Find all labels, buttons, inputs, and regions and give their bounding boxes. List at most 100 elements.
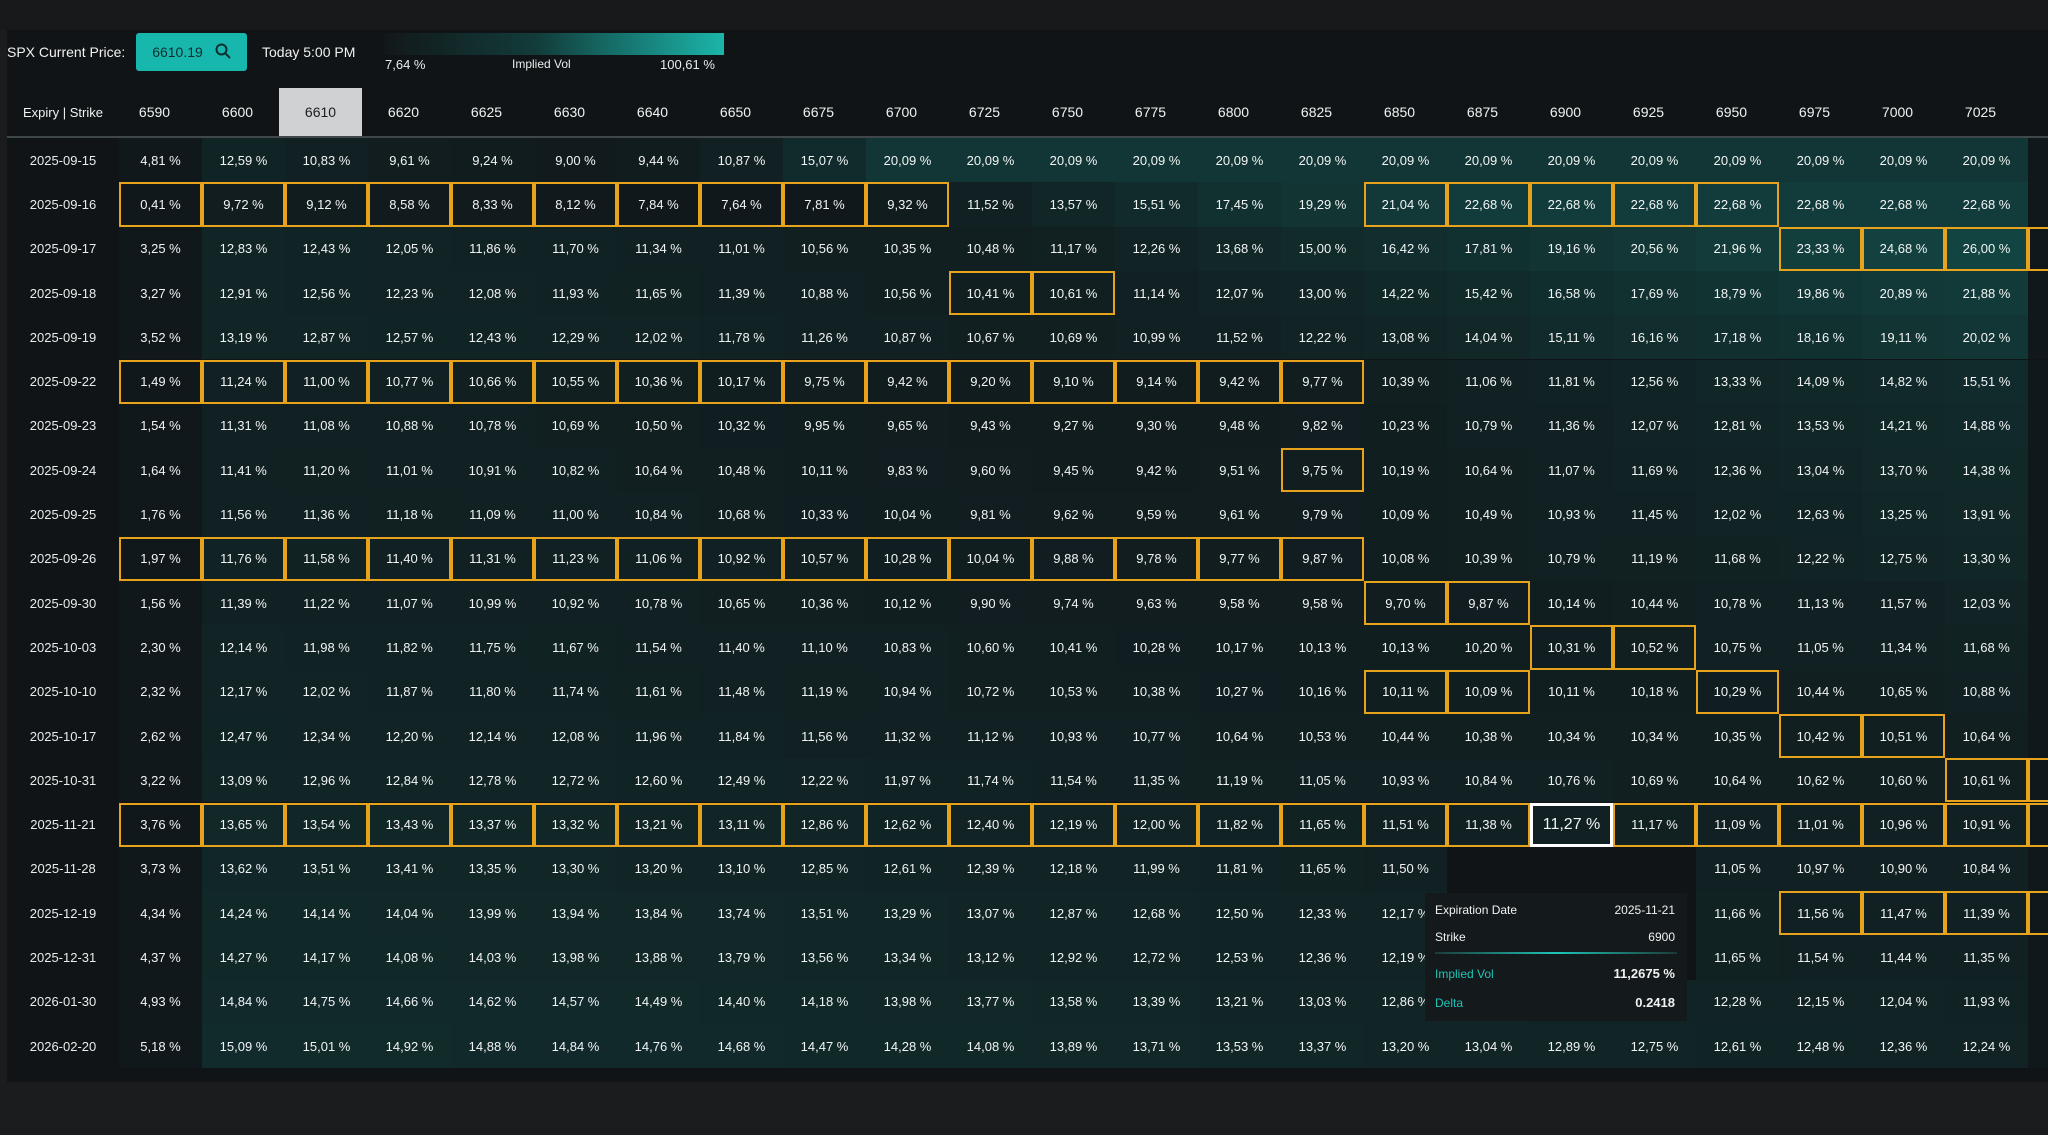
iv-cell[interactable]: 11,75 % [451,625,534,670]
iv-cell[interactable]: 12,02 % [1696,492,1779,537]
iv-cell[interactable]: 11,70 % [534,226,617,271]
iv-cell[interactable]: 9,32 % [866,182,949,227]
iv-cell[interactable]: 12,29 % [534,315,617,360]
iv-cell[interactable]: 12,07 % [1198,270,1281,316]
iv-cell[interactable]: 13,30 % [1945,536,2028,581]
iv-cell[interactable]: 10,75 % [1696,625,1779,670]
iv-cell[interactable]: 9,58 % [1281,581,1364,626]
iv-cell[interactable]: 10,72 % [949,669,1032,714]
iv-cell[interactable]: 13,98 % [866,979,949,1024]
iv-cell[interactable]: 11,39 % [1945,891,2028,936]
iv-cell[interactable]: 13,39 % [1115,979,1198,1024]
iv-cell[interactable]: 2( [2028,226,2048,271]
iv-cell[interactable]: 11,45 % [1613,492,1696,537]
iv-cell[interactable]: 9,42 % [1198,359,1281,404]
iv-cell[interactable]: 11,24 % [202,359,285,404]
iv-cell[interactable]: 10,78 % [617,581,700,626]
strike-header-6630[interactable]: 6630 [553,104,586,120]
iv-cell[interactable]: 13,94 % [534,891,617,936]
iv-cell[interactable]: 10,60 % [1862,758,1945,803]
iv-cell[interactable]: 10,88 % [1945,669,2028,714]
iv-cell[interactable]: 21,96 % [1696,226,1779,271]
iv-cell[interactable]: 12,36 % [1862,1024,1945,1069]
iv-cell[interactable]: 20,09 % [1198,138,1281,183]
iv-cell[interactable]: 12,26 % [1115,226,1198,271]
iv-cell[interactable]: 11,19 % [1613,536,1696,581]
iv-cell[interactable]: 9,59 % [1115,492,1198,537]
iv-cell[interactable]: 10,69 % [1613,758,1696,803]
iv-cell[interactable]: 11,35 % [1115,758,1198,803]
iv-cell[interactable]: 10,44 % [1364,713,1447,759]
iv-cell[interactable]: 9,72 % [202,182,285,227]
strike-header-6725[interactable]: 6725 [968,104,1001,120]
iv-cell[interactable]: 10,84 % [1945,846,2028,892]
iv-cell[interactable]: 11,22 % [285,581,368,626]
iv-cell[interactable]: 10,84 % [1447,758,1530,803]
iv-cell[interactable]: 12,85 % [783,846,866,892]
iv-cell[interactable]: 9,30 % [1115,403,1198,449]
iv-cell[interactable]: 14,04 % [1447,315,1530,360]
iv-cell[interactable]: 12,62 % [866,802,949,847]
iv-cell[interactable]: 19,16 % [1530,226,1613,271]
iv-cell[interactable]: 10,41 % [1032,625,1115,670]
iv-cell[interactable]: 13,20 % [1364,1024,1447,1069]
strike-header-6625[interactable]: 6625 [470,104,503,120]
iv-cell[interactable]: 9,00 % [534,138,617,183]
iv-cell[interactable]: 11,68 % [1696,536,1779,581]
iv-cell[interactable]: 9,83 % [866,448,949,493]
iv-cell[interactable]: 15,11 % [1530,315,1613,360]
iv-cell[interactable]: 10,28 % [1115,625,1198,670]
iv-cell[interactable]: 12,53 % [1198,935,1281,980]
iv-cell[interactable]: 8,58 % [368,182,451,227]
iv-cell[interactable]: 11,01 % [1779,802,1862,847]
iv-cell[interactable]: 10,44 % [1779,669,1862,714]
iv-cell[interactable]: 13,99 % [451,891,534,936]
iv-cell[interactable]: 17,69 % [1613,270,1696,316]
iv-cell[interactable]: 13,11 % [700,802,783,847]
iv-cell[interactable]: 11,98 % [285,625,368,670]
iv-cell[interactable]: 10,76 % [1530,758,1613,803]
iv-cell[interactable]: 14,03 % [451,935,534,980]
iv-cell[interactable]: 1( [2028,359,2048,404]
iv-cell[interactable]: 11,35 % [1945,935,2028,980]
iv-cell[interactable]: 13,10 % [700,846,783,892]
iv-cell[interactable]: 12,84 % [368,758,451,803]
iv-cell[interactable]: 12,24 % [1945,1024,2028,1069]
iv-cell[interactable]: 12,02 % [285,669,368,714]
iv-cell[interactable]: 9,63 % [1115,581,1198,626]
iv-cell[interactable]: 12,48 % [1779,1024,1862,1069]
iv-cell[interactable]: 11,93 % [1945,979,2028,1024]
iv-cell[interactable]: 15,01 % [285,1024,368,1069]
iv-cell[interactable]: 11,39 % [700,270,783,316]
iv-cell[interactable]: 14,22 % [1364,270,1447,316]
iv-cell[interactable]: 12,91 % [202,270,285,316]
iv-cell[interactable]: 13,21 % [1198,979,1281,1024]
iv-cell[interactable]: 1( [2028,758,2048,803]
iv-cell[interactable]: 12,28 % [1696,979,1779,1024]
iv-cell[interactable]: 0,41 % [119,182,202,227]
iv-cell[interactable]: 11,74 % [534,669,617,714]
iv-cell[interactable]: 12,15 % [1779,979,1862,1024]
iv-cell[interactable]: 13,98 % [534,935,617,980]
strike-header-6925[interactable]: 6925 [1632,104,1665,120]
iv-cell[interactable]: 13,35 % [451,846,534,892]
iv-cell[interactable]: 14,08 % [368,935,451,980]
iv-cell[interactable]: 10,83 % [866,625,949,670]
iv-cell[interactable]: 13,12 % [949,935,1032,980]
iv-cell[interactable]: 14,68 % [700,1024,783,1069]
iv-cell[interactable]: 10,90 % [1862,846,1945,892]
iv-cell[interactable]: 10,93 % [1364,758,1447,803]
iv-cell[interactable]: 2,32 % [119,669,202,714]
iv-cell[interactable]: 12,04 % [1862,979,1945,1024]
iv-cell[interactable]: 9,87 % [1281,536,1364,581]
iv-cell[interactable]: 9,60 % [949,448,1032,493]
iv-cell[interactable]: 1( [2028,669,2048,714]
iv-cell[interactable]: 3,25 % [119,226,202,271]
iv-cell[interactable]: 14,09 % [1779,359,1862,404]
iv-cell[interactable]: 11,99 % [1115,846,1198,892]
iv-cell[interactable]: 11,00 % [534,492,617,537]
iv-cell[interactable]: 10,14 % [1530,581,1613,626]
iv-cell[interactable]: 19,11 % [1862,315,1945,360]
iv-cell[interactable]: 12,75 % [1862,536,1945,581]
iv-cell[interactable]: 10,35 % [1696,713,1779,759]
